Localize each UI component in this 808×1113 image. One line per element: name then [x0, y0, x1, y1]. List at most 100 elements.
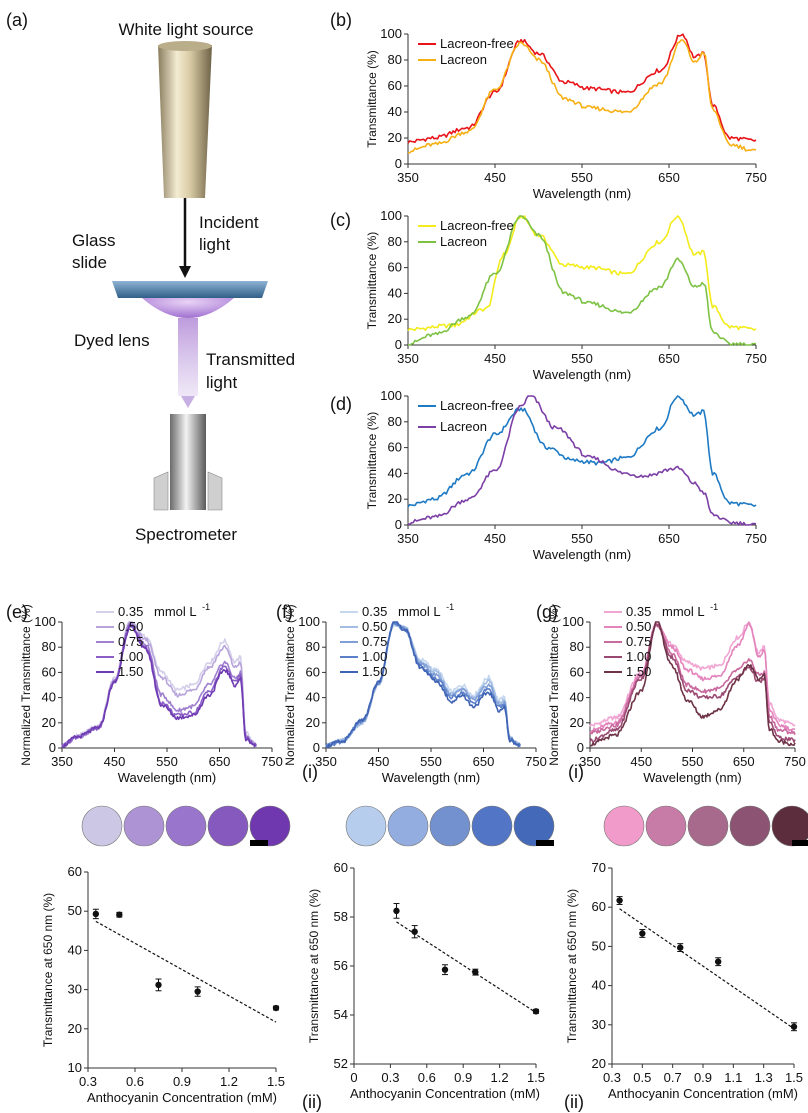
- lens-label: Dyed lens: [74, 331, 150, 350]
- y-tick-label: 100: [562, 614, 584, 629]
- data-point: [92, 910, 100, 918]
- x-tick-label: 1.5: [267, 1074, 285, 1089]
- chart-f: 350 450 550 650 750 0 20 40 60 80 100 Wavelength (n…: [283, 602, 547, 785]
- lens-swatch: [687, 805, 729, 847]
- y-axis-label: Transmittance at 650 nm (%): [565, 889, 579, 1043]
- chart-g: 350 450 550 650 750 0 20 40 60 80 100 Wavelength (n…: [547, 602, 806, 785]
- x-tick-label: 0.9: [694, 1070, 712, 1085]
- x-tick-label: 1.3: [755, 1070, 773, 1085]
- y-tick-label: 60: [388, 260, 402, 275]
- x-tick-label: 0.7: [664, 1070, 682, 1085]
- x-tick-label: 350: [397, 170, 419, 185]
- x-axis-label: Wavelength (nm): [643, 770, 742, 785]
- y-tick-label: 58: [334, 909, 348, 924]
- x-axis-label: Wavelength (nm): [533, 186, 632, 201]
- data-point: [532, 1008, 540, 1015]
- y-tick-label: 100: [380, 26, 402, 41]
- y-tick-label: 20: [306, 715, 320, 730]
- fit-line: [619, 908, 795, 1030]
- panel-label-a: (a): [6, 10, 28, 30]
- legend-label: Lacreon-free: [440, 218, 514, 233]
- data-point: [194, 988, 201, 995]
- x-tick-label: 650: [473, 754, 495, 769]
- spectrometer-right-clamp: [207, 471, 223, 511]
- x-tick-label: 1.5: [527, 1070, 545, 1085]
- y-tick-label: 40: [388, 104, 402, 119]
- fit-line: [396, 921, 537, 1014]
- y-tick-label: 20: [388, 491, 402, 506]
- lamp-top: [158, 41, 212, 51]
- y-tick-label: 100: [380, 388, 402, 403]
- x-axis-label: Wavelength (nm): [382, 770, 481, 785]
- panel-label-b: (b): [330, 10, 352, 30]
- y-tick-label: 0: [577, 740, 584, 755]
- x-tick-label: 350: [579, 754, 601, 769]
- legend-label: 0.50: [118, 619, 143, 634]
- lens-swatches-f: [345, 805, 555, 847]
- chart-f-ii: 0 0.3 0.6 0.9 1.2 1.5 52 54 56 58 60 Anthocyanin Co…: [307, 860, 545, 1101]
- fit-line: [95, 920, 277, 1023]
- y-tick-label: 100: [34, 614, 56, 629]
- beam-arrow-head: [181, 396, 195, 408]
- y-axis-label: Transmittance at 650 nm (%): [307, 889, 321, 1043]
- lens-swatch: [81, 805, 123, 847]
- x-tick-label: 550: [571, 351, 593, 366]
- lens-swatch: [645, 805, 687, 847]
- y-tick-label: 0: [313, 740, 320, 755]
- legend-label: 1.50: [626, 664, 651, 679]
- y-tick-label: 100: [298, 614, 320, 629]
- legend-label: 0.35: [362, 604, 387, 619]
- y-tick-label: 0: [395, 337, 402, 352]
- glass-label-2: slide: [72, 253, 107, 272]
- series-line: [408, 215, 757, 346]
- y-tick-label: 80: [42, 639, 56, 654]
- y-tick-label: 60: [334, 860, 348, 875]
- panel-label-c: (c): [330, 210, 351, 230]
- y-tick-label: 40: [68, 942, 82, 957]
- x-axis-label: Wavelength (nm): [533, 367, 632, 382]
- x-tick-label: 750: [745, 351, 767, 366]
- data-point: [639, 930, 646, 937]
- lens-swatches-g: [603, 805, 808, 847]
- panel-label-f-ii: (ii): [302, 1092, 322, 1112]
- y-tick-label: 80: [306, 639, 320, 654]
- x-tick-label: 0.9: [173, 1074, 191, 1089]
- x-tick-label: 450: [484, 531, 506, 546]
- x-axis-label: Anthocyanin Concentration (mM): [350, 1086, 540, 1101]
- data-point: [411, 928, 418, 935]
- data-point: [272, 1004, 280, 1012]
- legend-label: 0.75: [118, 634, 143, 649]
- chart-e: 350 450 550 650 750 0 20 40 60 80 100 Wavelength (n…: [19, 602, 283, 785]
- x-tick-label: 550: [156, 754, 178, 769]
- lens-swatch: [429, 805, 471, 847]
- x-tick-label: 450: [630, 754, 652, 769]
- lens-swatch: [249, 805, 291, 847]
- panel-label-e: (e): [6, 602, 28, 622]
- legend-unit-superscript: -1: [202, 602, 210, 612]
- series-line: [61, 624, 257, 749]
- y-tick-label: 80: [388, 234, 402, 249]
- transmitted-label-1: Transmitted: [206, 350, 295, 369]
- y-tick-label: 70: [592, 860, 606, 875]
- glass-slide: [112, 281, 268, 298]
- scale-bar: [792, 840, 808, 846]
- y-tick-label: 60: [570, 664, 584, 679]
- legend-label: Lacreon-free: [440, 36, 514, 51]
- legend-label: Lacreon-free: [440, 398, 514, 413]
- incident-label-2: light: [199, 235, 230, 254]
- lens-swatch: [729, 805, 771, 847]
- legend-label: 0.75: [626, 634, 651, 649]
- x-tick-label: 0.5: [633, 1070, 651, 1085]
- y-axis-label: Transmittance (%): [365, 50, 379, 148]
- x-tick-label: 550: [682, 754, 704, 769]
- x-tick-label: 750: [745, 531, 767, 546]
- series-line: [407, 215, 757, 332]
- legend-label: 0.50: [362, 619, 387, 634]
- lens-swatch: [207, 805, 249, 847]
- x-tick-label: 750: [784, 754, 806, 769]
- x-tick-label: 350: [315, 754, 337, 769]
- legend-unit-superscript: -1: [710, 602, 718, 612]
- series-line: [407, 33, 757, 144]
- y-tick-label: 20: [388, 311, 402, 326]
